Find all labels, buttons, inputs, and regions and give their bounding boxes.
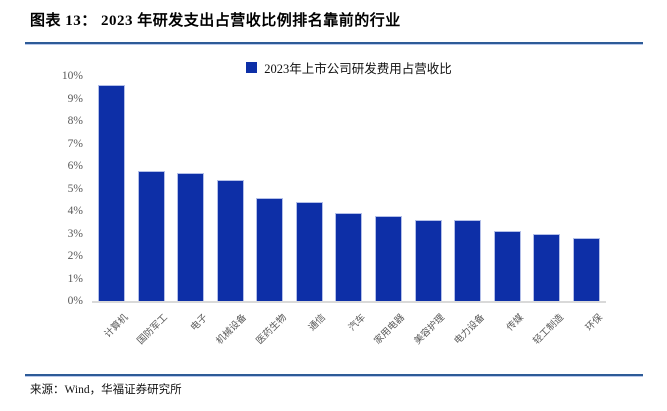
bars-row xyxy=(92,76,606,301)
x-tick-label: 汽车 xyxy=(347,312,368,334)
plot-area xyxy=(92,76,606,303)
x-tick-label: 美容护理 xyxy=(412,312,447,347)
y-tick-label: 5% xyxy=(67,182,83,195)
y-tick-label: 1% xyxy=(67,272,83,285)
legend-label: 2023年上市公司研发费用占营收比 xyxy=(264,62,452,76)
x-tick-label: 家用电器 xyxy=(373,312,408,347)
x-tick-label: 通信 xyxy=(307,312,329,334)
x-tick-label: 传媒 xyxy=(505,312,526,334)
y-tick-label: 9% xyxy=(67,92,83,105)
bar-传媒 xyxy=(493,231,521,301)
x-tick-label: 国防军工 xyxy=(136,312,171,347)
bar-轻工制造 xyxy=(533,233,561,301)
x-tick-label: 环保 xyxy=(584,312,606,334)
bar-国防军工 xyxy=(137,170,165,301)
y-axis: 0% 1% 2% 3% 4% 5% 6% 7% 8% 9% 10% xyxy=(33,70,83,307)
y-tick-label: 8% xyxy=(67,115,83,127)
y-tick-label: 10% xyxy=(61,70,83,82)
x-tick-label: 电力设备 xyxy=(452,312,487,347)
y-tick-label: 6% xyxy=(67,160,83,172)
bar-机械设备 xyxy=(216,179,244,301)
bar-医药生物 xyxy=(256,197,284,301)
y-tick-label: 0% xyxy=(67,295,83,307)
y-tick-label: 2% xyxy=(67,250,83,262)
bar-通信 xyxy=(295,202,323,301)
bottom-divider xyxy=(25,374,643,376)
bar-计算机 xyxy=(98,85,126,301)
bar-美容护理 xyxy=(414,220,442,301)
x-tick-label: 轻工制造 xyxy=(531,312,566,347)
y-tick-label: 4% xyxy=(67,205,83,217)
bar-汽车 xyxy=(335,213,363,301)
chart-legend: 2023年上市公司研发费用占营收比 xyxy=(92,58,606,77)
source-note: 来源：Wind，华福证券研究所 xyxy=(30,384,182,396)
top-divider xyxy=(25,42,643,44)
y-tick-label: 3% xyxy=(67,227,83,240)
bar-环保 xyxy=(572,238,600,301)
x-axis: 计算机 国防军工 电子 机械设备 医药生物 通信 汽车 家用电器 美容护理 电力设备 传媒 轻工制造环… xyxy=(92,303,606,367)
bar-家用电器 xyxy=(374,215,402,301)
x-tick-label: 电子 xyxy=(189,312,210,334)
x-tick-label: 计算机 xyxy=(103,312,131,341)
x-tick-label: 机械设备 xyxy=(215,312,250,347)
figure-title: 图表 13： 2023 年研发支出占营收比例排名靠前的行业 xyxy=(30,13,401,29)
bar-电子 xyxy=(177,172,205,301)
y-tick-label: 7% xyxy=(67,137,83,150)
bar-电力设备 xyxy=(454,220,482,301)
x-tick-label: 医药生物 xyxy=(254,312,289,347)
legend-swatch-icon xyxy=(246,62,258,73)
